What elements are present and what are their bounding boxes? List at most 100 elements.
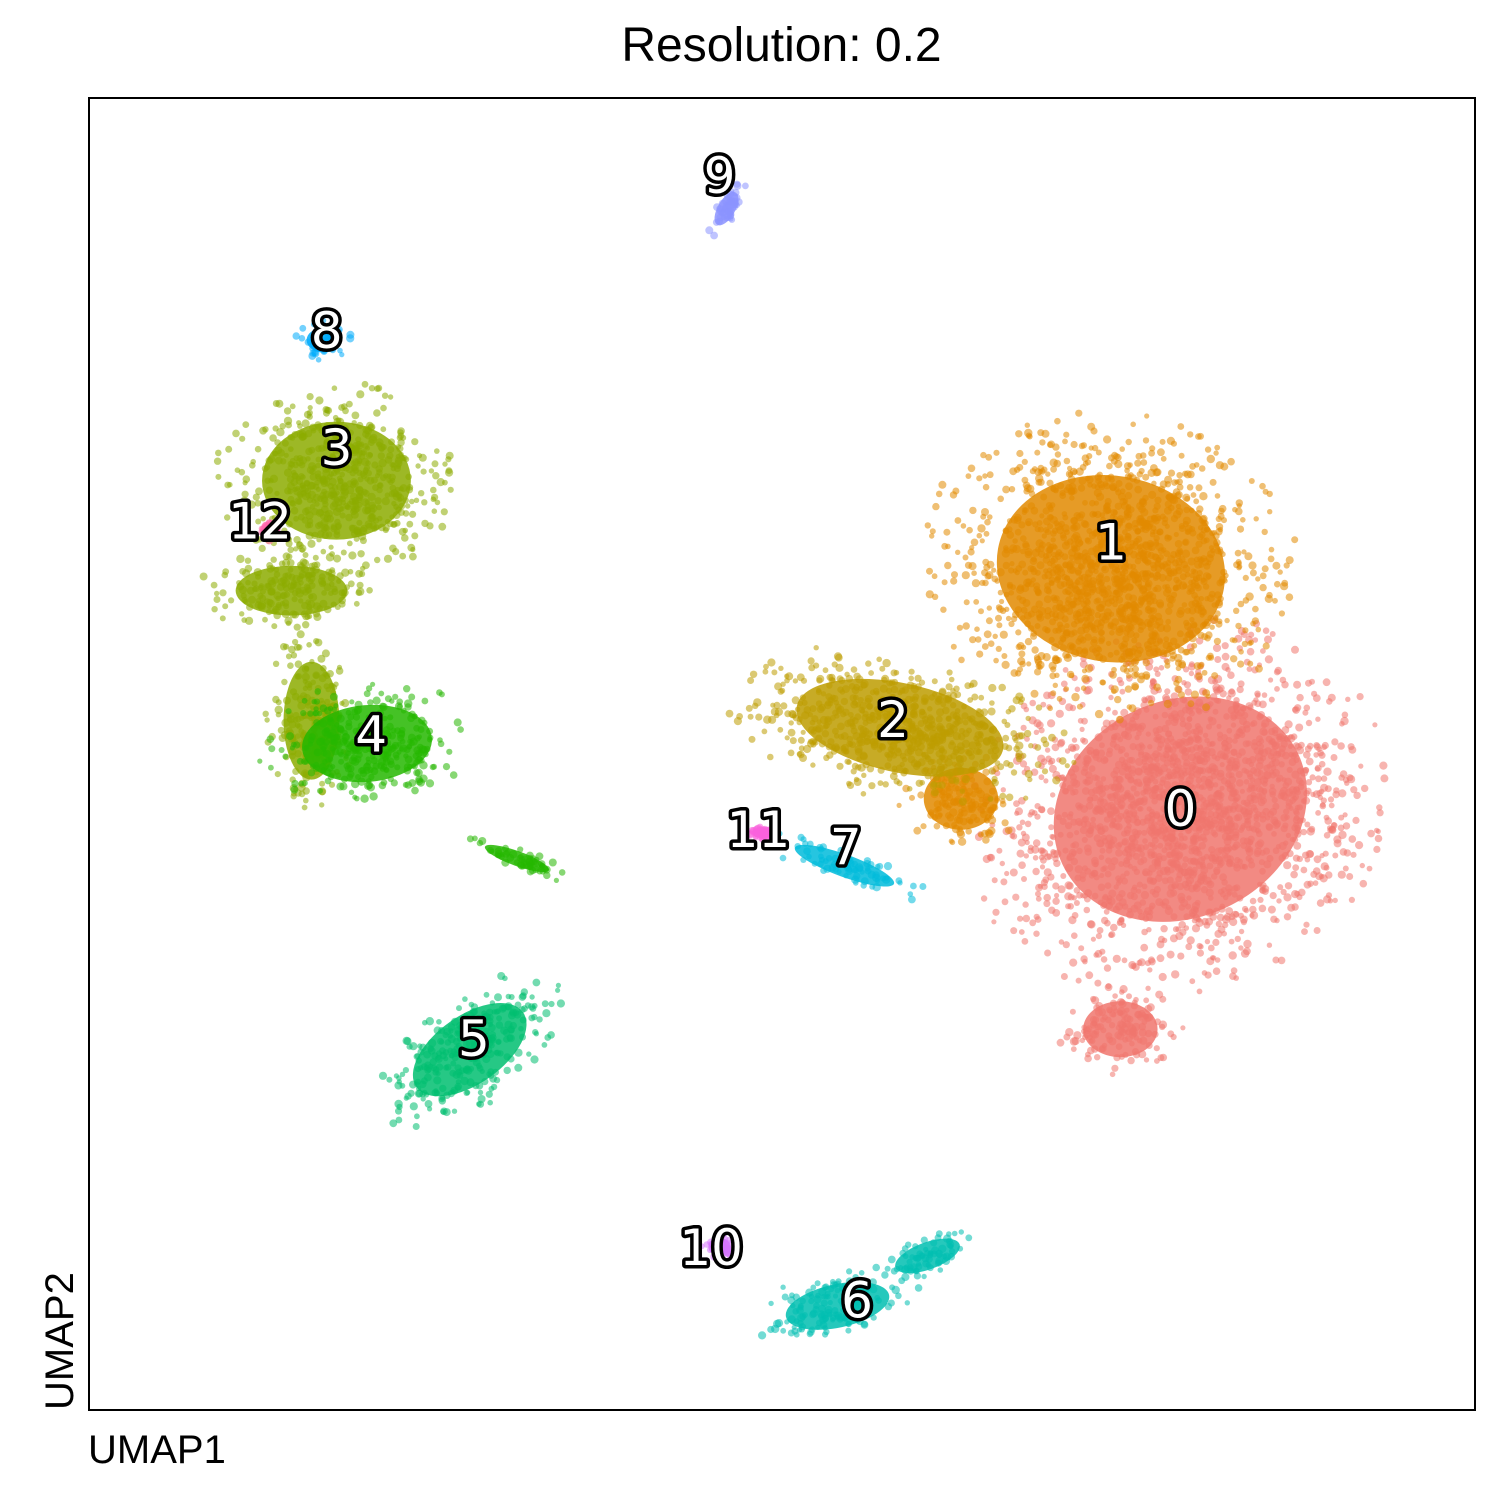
cluster-1-point bbox=[1099, 679, 1106, 686]
cluster-2-point bbox=[988, 767, 996, 775]
cluster-0-point bbox=[1227, 671, 1235, 679]
cluster-0-point bbox=[1300, 828, 1308, 836]
cluster-0-point bbox=[1004, 870, 1010, 877]
cluster-0-point bbox=[1093, 952, 1099, 958]
cluster-1-point bbox=[1123, 462, 1132, 470]
cluster-1-point bbox=[1026, 484, 1035, 493]
cluster-1-point bbox=[1248, 639, 1254, 646]
cluster-1-point bbox=[1139, 452, 1147, 459]
cluster-3-point bbox=[368, 385, 376, 392]
cluster-1-point bbox=[1236, 525, 1245, 533]
cluster-0-point bbox=[1035, 890, 1041, 897]
cluster-0-point bbox=[1058, 939, 1065, 945]
cluster-1-point bbox=[1164, 475, 1173, 484]
cluster-1-point bbox=[1214, 493, 1221, 499]
cluster-1-point bbox=[1178, 452, 1185, 459]
cluster-0-point bbox=[1164, 688, 1171, 695]
cluster-1-point bbox=[896, 802, 902, 809]
cluster-0-point bbox=[1264, 635, 1272, 644]
cluster-3-point bbox=[426, 522, 434, 530]
cluster-1-point bbox=[960, 523, 967, 529]
cluster-1-point bbox=[1234, 549, 1242, 557]
cluster-3-point bbox=[409, 552, 417, 561]
cluster-0-point bbox=[1303, 751, 1311, 759]
cluster-2-point bbox=[931, 678, 938, 685]
cluster-0-point bbox=[1196, 949, 1204, 957]
cluster-0-point bbox=[1108, 932, 1114, 938]
cluster-1-point bbox=[1235, 622, 1242, 630]
cluster-1-point bbox=[1202, 703, 1210, 712]
cluster-1-point bbox=[1266, 591, 1273, 599]
cluster-0-point bbox=[1214, 957, 1221, 963]
cluster-0-point bbox=[1283, 893, 1292, 902]
cluster-2-point bbox=[733, 717, 743, 726]
cluster-2-point bbox=[1024, 769, 1033, 779]
cluster-0-point bbox=[1158, 972, 1167, 982]
cluster-2-point bbox=[1027, 776, 1033, 783]
cluster-1-point bbox=[1262, 642, 1270, 650]
cluster-2-point bbox=[745, 704, 753, 712]
cluster-0-point bbox=[1118, 680, 1125, 687]
cluster-1-point bbox=[1147, 699, 1155, 707]
cluster-2-point bbox=[1025, 715, 1031, 722]
cluster-0-point bbox=[1343, 849, 1352, 857]
cluster-0-point bbox=[1043, 900, 1051, 908]
cluster-0-point bbox=[1183, 925, 1190, 931]
cluster-1-point bbox=[1056, 695, 1063, 702]
cluster-0-point bbox=[1341, 711, 1349, 719]
cluster-1-point bbox=[1272, 561, 1281, 570]
cluster-0-point bbox=[1306, 827, 1315, 836]
cluster-0-point bbox=[1201, 917, 1209, 926]
cluster-2-point bbox=[797, 750, 805, 759]
cluster-0-point bbox=[1307, 742, 1314, 750]
cluster-1-point bbox=[1066, 670, 1075, 679]
cluster-1-point bbox=[1125, 438, 1132, 446]
cluster-1-point bbox=[973, 599, 980, 605]
cluster-0-point bbox=[1024, 820, 1032, 828]
cluster-1-point bbox=[1221, 517, 1227, 524]
cluster-1-point bbox=[986, 471, 994, 479]
cluster-1-point bbox=[920, 823, 927, 830]
cluster-0-point bbox=[1270, 915, 1278, 923]
cluster-3-point bbox=[373, 409, 381, 417]
cluster-1-point bbox=[1084, 459, 1092, 466]
cluster-0-point bbox=[1326, 698, 1333, 705]
cluster-2-point bbox=[850, 666, 858, 673]
cluster-1-point bbox=[1130, 421, 1136, 428]
cluster-0-point bbox=[1303, 880, 1312, 889]
cluster-0-point bbox=[1221, 642, 1229, 650]
cluster-1-point bbox=[1229, 637, 1236, 643]
cluster-2-point bbox=[763, 663, 769, 670]
cluster-0-point bbox=[1027, 812, 1033, 818]
cluster-2-point bbox=[836, 762, 844, 770]
cluster-1-point bbox=[1195, 672, 1203, 680]
cluster-1-point bbox=[1186, 484, 1194, 491]
cluster-2-point bbox=[946, 669, 953, 676]
cluster-1-point bbox=[1124, 685, 1133, 693]
cluster-1-point bbox=[1259, 482, 1266, 490]
cluster-1-point bbox=[1054, 417, 1061, 425]
cluster-1-point bbox=[1184, 495, 1191, 502]
cluster-0-point bbox=[1339, 721, 1345, 727]
cluster-1-point bbox=[1187, 700, 1195, 708]
cluster-0-point bbox=[1033, 729, 1040, 735]
cluster-1-point bbox=[1178, 660, 1186, 669]
cluster-1-point bbox=[1017, 657, 1026, 666]
cluster-3-point bbox=[392, 548, 400, 556]
cluster-0-point bbox=[1305, 719, 1313, 727]
cluster-0-point bbox=[1206, 957, 1215, 966]
cluster-3-point bbox=[234, 467, 241, 474]
cluster-1-point bbox=[971, 579, 981, 588]
cluster-0-point bbox=[1032, 867, 1040, 876]
cluster-1-point bbox=[997, 495, 1004, 503]
cluster-0-point bbox=[1034, 813, 1041, 820]
cluster-0-point bbox=[991, 919, 997, 925]
cluster-1-point bbox=[977, 524, 986, 533]
cluster-0-point bbox=[1319, 874, 1328, 883]
cluster-0-point bbox=[1212, 938, 1220, 947]
cluster-0-point bbox=[1020, 830, 1027, 837]
cluster-0-point bbox=[1018, 861, 1026, 869]
cluster-0-point bbox=[1274, 686, 1280, 692]
cluster-0-point bbox=[1277, 956, 1286, 965]
cluster-1-point bbox=[1031, 646, 1039, 654]
